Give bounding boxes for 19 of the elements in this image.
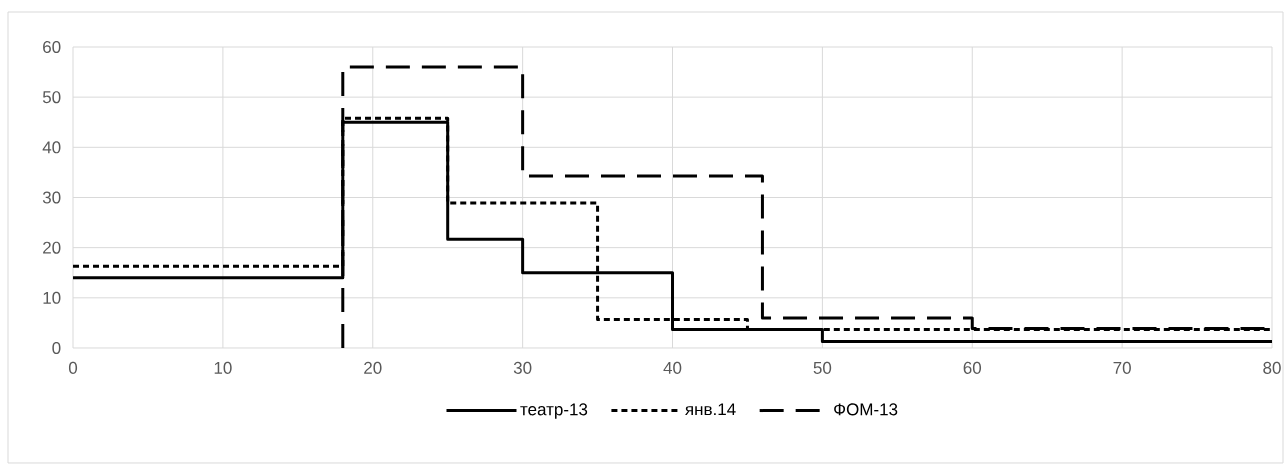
y-tick-label: 20 <box>43 241 61 254</box>
x-tick-label: 40 <box>663 361 682 374</box>
y-tick-label: 40 <box>42 141 61 154</box>
x-tick-label: 80 <box>1263 361 1281 374</box>
x-tick-label: 60 <box>963 361 982 374</box>
y-tick-label: 50 <box>42 91 61 104</box>
x-tick-label: 30 <box>513 361 532 374</box>
x-tick-label: 10 <box>214 361 232 374</box>
y-tick-label: 0 <box>52 341 61 355</box>
x-tick-label: 20 <box>364 361 382 374</box>
y-tick-label: 30 <box>42 191 61 204</box>
legend-label: ФОМ-13 <box>834 403 898 416</box>
legend-label: янв.14 <box>685 403 736 416</box>
x-tick-label: 50 <box>813 361 832 374</box>
x-tick-label: 0 <box>68 361 78 374</box>
legend-label: театр-13 <box>520 403 588 419</box>
y-tick-label: 60 <box>43 40 61 54</box>
x-tick-label: 70 <box>1113 361 1131 374</box>
y-tick-label: 10 <box>43 291 61 304</box>
